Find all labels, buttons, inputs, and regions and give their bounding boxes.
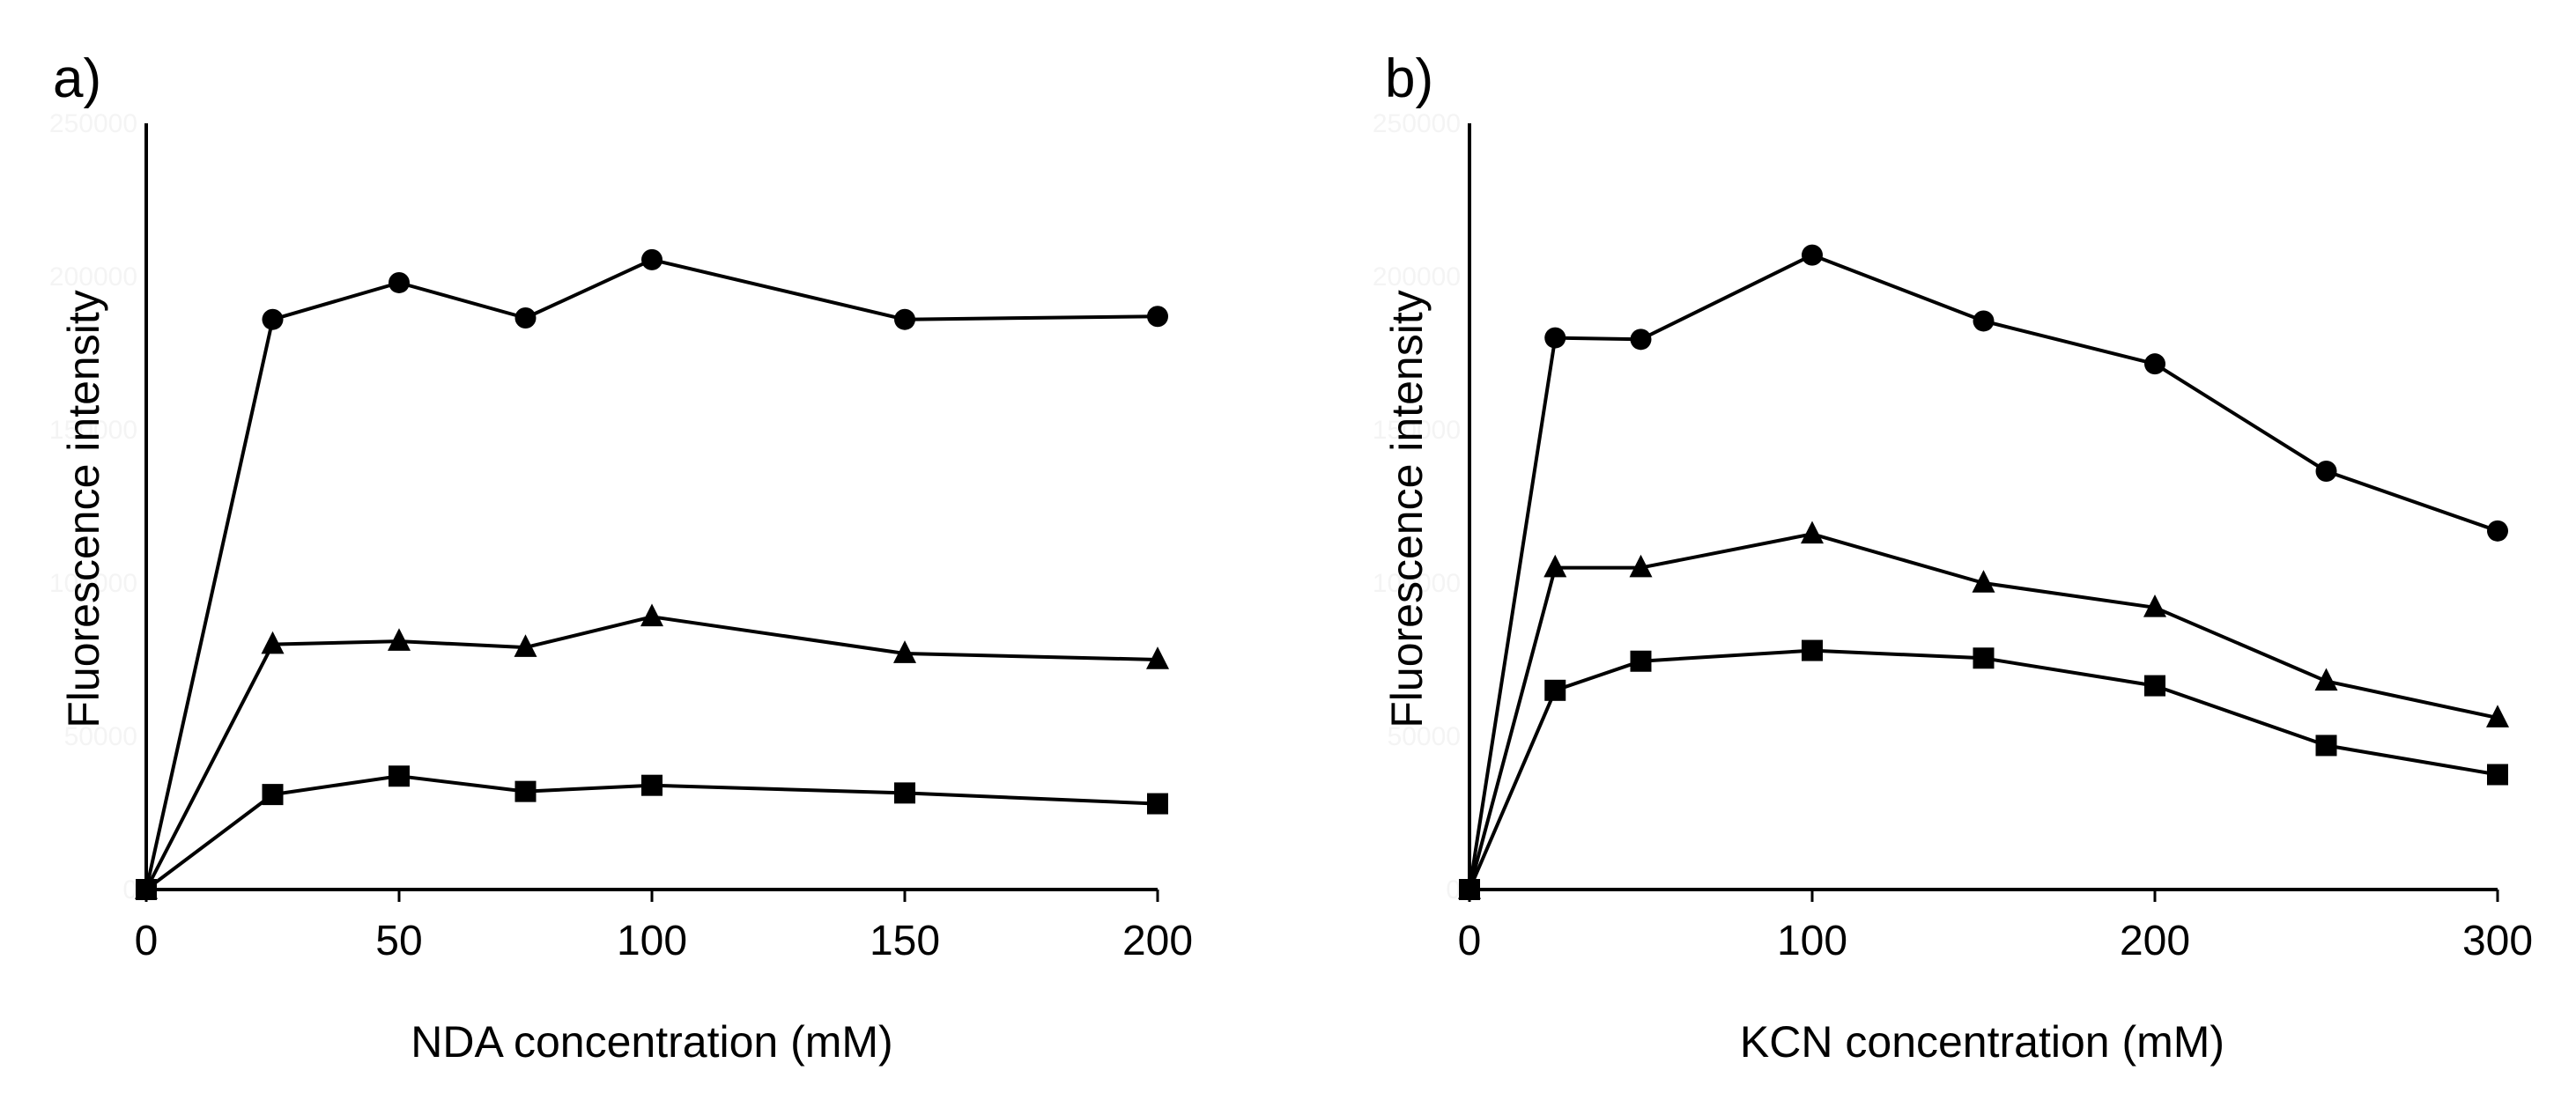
y-tick-labels-b: 0 50000 100000 150000 200000 250000: [1373, 109, 1461, 905]
circle-series-point-a: [262, 308, 284, 330]
square-series-point-a: [262, 784, 284, 806]
square-series-point-a: [136, 879, 157, 900]
y-tick-label-a: 150000: [49, 416, 137, 445]
x-tick-label-a: 150: [870, 918, 940, 964]
x-tick-label-b: 0: [1458, 918, 1482, 964]
triangle-series-line-b: [1468, 532, 2498, 890]
triangle-series-point-b: [1543, 554, 1567, 578]
x-tick-label-a: 50: [375, 918, 422, 964]
y-tick-label-a: 50000: [64, 722, 137, 751]
circle-series-point-b: [2144, 353, 2165, 375]
y-tick-label-a: 0: [122, 875, 137, 905]
triangle-series-point-b: [2314, 668, 2338, 691]
chart-panel-b: b) 0 50000 100000 150000 200000 250000 0 100 20…: [1373, 48, 2533, 1067]
panel-label-b: b): [1385, 48, 1433, 109]
x-tick-label-a: 0: [135, 918, 159, 964]
circle-series-point-b: [1544, 327, 1566, 349]
circle-series-point-a: [389, 271, 410, 293]
circle-series-line-b: [1468, 253, 2498, 890]
circle-series-point-b: [1802, 244, 1823, 266]
chart-panel-a: a) 0 50000 100000 150000 200000 250000 0 50 100…: [49, 48, 1193, 1067]
y-tick-label-a: 200000: [49, 262, 137, 292]
triangle-series-point-b: [1801, 521, 1824, 544]
y-tick-label-a: 250000: [49, 109, 137, 138]
square-series-point-b: [2315, 735, 2337, 757]
triangle-series-point-a: [640, 603, 663, 627]
y-tick-labels-a: 0 50000 100000 150000 200000 250000: [49, 109, 137, 905]
circle-series-point-b: [1973, 310, 1995, 332]
circle-series-point-b: [2315, 460, 2337, 482]
square-series-point-a: [641, 774, 663, 796]
triangle-series-point-b: [1629, 554, 1653, 578]
circle-series-point-a: [641, 248, 663, 270]
triangle-series-point-a: [388, 628, 411, 651]
x-axis-title-a: NDA concentration (mM): [411, 1017, 892, 1067]
square-series-point-b: [2144, 675, 2165, 697]
y-axis-title-a: Fluorescence intensity: [59, 290, 108, 727]
y-tick-label-a: 100000: [49, 569, 137, 598]
square-series-point-a: [894, 782, 915, 804]
square-series-line-b: [1468, 648, 2498, 890]
y-tick-label-b: 150000: [1373, 416, 1461, 445]
x-tick-label-b: 200: [2120, 918, 2190, 964]
circle-series-point-b: [1630, 329, 1652, 351]
x-tick-label-a: 100: [617, 918, 687, 964]
x-tick-label-b: 300: [2462, 918, 2533, 964]
triangle-series-point-b: [2486, 705, 2509, 727]
square-series-point-a: [1147, 793, 1168, 815]
circle-series-point-a: [514, 306, 537, 329]
square-series-point-b: [1802, 639, 1823, 661]
triangle-series-point-a: [1146, 646, 1169, 669]
panel-label-a: a): [53, 48, 101, 109]
square-series-point-b: [2487, 764, 2508, 786]
plot-area-a: [135, 248, 1169, 900]
y-tick-label-b: 200000: [1373, 262, 1461, 292]
x-tick-labels-a: 0 50 100 150 200: [135, 918, 1193, 964]
square-series-point-b: [1459, 879, 1480, 900]
triangle-series-point-a: [893, 640, 916, 663]
triangle-series-point-b: [1972, 570, 1995, 593]
x-tick-label-a: 200: [1122, 918, 1193, 964]
y-axis-title-b: Fluorescence intensity: [1382, 290, 1432, 727]
x-axis-title-b: KCN concentration (mM): [1740, 1017, 2224, 1067]
plot-area-b: [1458, 244, 2509, 900]
triangle-series-point-a: [261, 631, 285, 654]
circle-series-point-b: [2487, 520, 2508, 542]
triangle-series-point-b: [2143, 594, 2166, 617]
square-series-point-b: [1630, 650, 1652, 672]
triangle-series-point-a: [514, 634, 537, 657]
circle-series-point-a: [1147, 306, 1168, 328]
square-series-point-b: [1973, 647, 1995, 669]
y-tick-label-b: 250000: [1373, 109, 1461, 138]
y-tick-label-b: 50000: [1388, 722, 1461, 751]
y-tick-label-b: 100000: [1373, 569, 1461, 598]
square-series-point-b: [1544, 679, 1566, 701]
square-series-point-a: [389, 765, 410, 787]
x-tick-labels-b: 0 100 200 300: [1458, 918, 2533, 964]
circle-series-point-a: [894, 308, 915, 330]
square-series-point-a: [514, 780, 537, 802]
x-tick-label-b: 100: [1777, 918, 1847, 964]
y-tick-label-b: 0: [1446, 875, 1461, 905]
